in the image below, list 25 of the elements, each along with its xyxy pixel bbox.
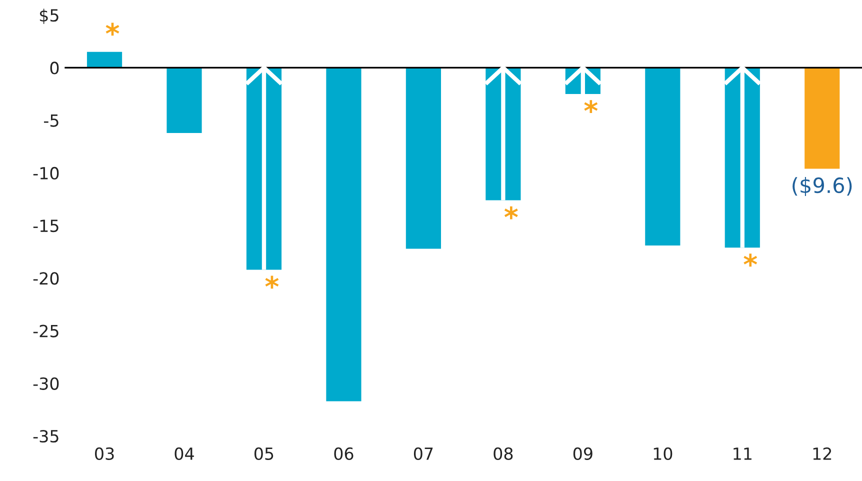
x-tick-label: 05 xyxy=(254,447,274,460)
annotation: * xyxy=(504,206,518,220)
x-tick-label: 06 xyxy=(334,447,354,460)
x-tick-label: 03 xyxy=(95,447,114,460)
y-tick-label: -30 xyxy=(33,377,59,390)
y-tick-label: $5 xyxy=(40,8,58,24)
y-tick-label: -35 xyxy=(33,430,58,443)
y-tick-label: -5 xyxy=(44,114,58,127)
x-tick-label: 11 xyxy=(734,448,752,460)
y-tick-label: -10 xyxy=(33,166,59,180)
y-tick-label: 0 xyxy=(50,62,59,74)
x-tick-label: 07 xyxy=(414,447,433,460)
annotation: * xyxy=(584,100,598,113)
annotation: * xyxy=(744,254,758,267)
y-tick-label: -25 xyxy=(33,324,58,338)
y-tick-label: -20 xyxy=(33,272,59,285)
x-tick-label: 08 xyxy=(494,447,513,460)
x-tick-label: 10 xyxy=(654,447,672,460)
x-tick-label: 09 xyxy=(573,447,592,460)
annotation: * xyxy=(265,276,279,289)
x-tick-label: 04 xyxy=(174,447,194,460)
data-label: ($9.6) xyxy=(792,177,852,196)
y-tick-label: -15 xyxy=(33,220,58,232)
annotation: * xyxy=(106,22,120,36)
x-tick-label: 12 xyxy=(813,447,832,460)
